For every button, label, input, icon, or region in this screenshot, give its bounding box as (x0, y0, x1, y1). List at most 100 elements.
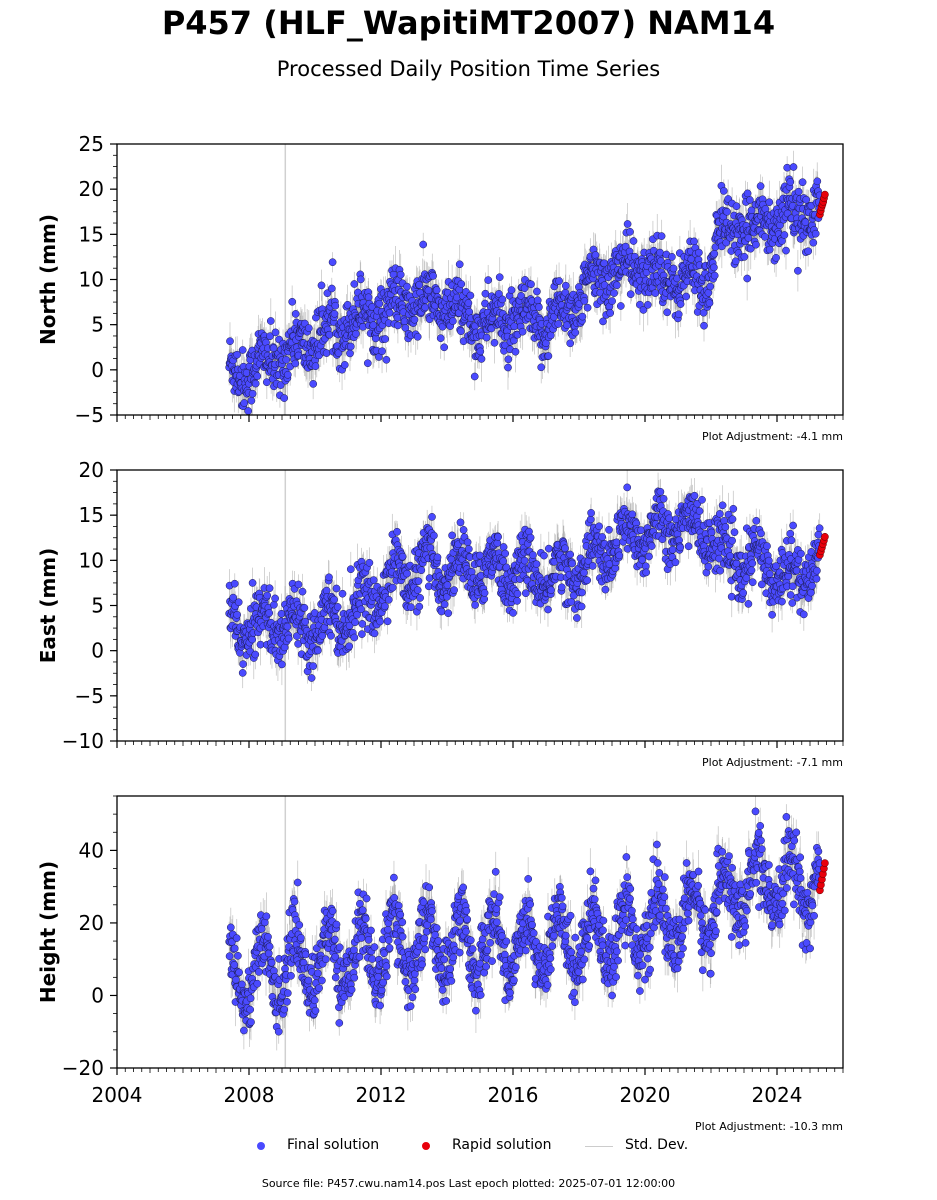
final-point (436, 334, 445, 343)
final-point (802, 195, 811, 204)
final-point (385, 308, 394, 317)
final-point (328, 258, 337, 267)
final-point (358, 630, 366, 638)
final-point (419, 240, 428, 249)
final-point (507, 286, 516, 294)
final-point (331, 301, 340, 310)
final-point (282, 355, 291, 364)
final-point (251, 379, 260, 388)
final-point (566, 339, 575, 348)
final-point (623, 220, 632, 228)
final-point (327, 284, 336, 293)
plot-area (225, 144, 829, 415)
final-point (490, 338, 499, 347)
final-point (466, 291, 475, 300)
final-point (537, 363, 546, 372)
final-point (363, 359, 372, 368)
final-point (346, 342, 355, 351)
final-point (229, 593, 238, 602)
final-point (350, 280, 359, 288)
final-point (266, 317, 275, 325)
final-point (309, 380, 318, 388)
final-point (676, 300, 685, 308)
final-point (706, 282, 715, 291)
stddev-bars (228, 150, 821, 415)
final-point (740, 252, 749, 261)
final-point (262, 378, 271, 387)
final-point (330, 595, 338, 604)
final-point (364, 293, 373, 302)
final-point (424, 286, 433, 295)
chart-title: P457 (HLF_WapitiMT2007) NAM14 (161, 4, 776, 42)
final-point (353, 610, 361, 619)
final-point (300, 603, 309, 612)
final-point (410, 315, 419, 324)
final-point (291, 310, 300, 318)
final-point (239, 660, 247, 668)
plot-adjustment: Plot Adjustment: -4.1 mm (702, 430, 843, 443)
final-point (710, 263, 718, 272)
final-point (323, 289, 332, 298)
final-point (270, 600, 278, 609)
final-point (269, 344, 278, 353)
final-point (690, 237, 698, 246)
final-point (705, 299, 714, 307)
final-point (369, 576, 378, 584)
final-point (511, 347, 520, 356)
final-point (247, 396, 256, 405)
final-point (746, 244, 755, 253)
final-point (357, 605, 365, 614)
plot-area (225, 470, 829, 741)
final-point (789, 163, 798, 171)
final-point (608, 297, 616, 305)
final-point (682, 292, 691, 301)
final-point (327, 631, 335, 640)
final-point (284, 634, 293, 643)
final-point (695, 248, 703, 257)
final-point (358, 620, 367, 628)
final-point (421, 303, 430, 312)
final-point (656, 248, 664, 257)
final-point (794, 266, 802, 275)
final-point (555, 277, 563, 285)
final-point (699, 308, 708, 317)
final-point (804, 247, 813, 256)
final-point (248, 635, 257, 644)
final-point (498, 295, 507, 304)
final-point (396, 270, 405, 279)
final-point (517, 292, 525, 300)
panel-north: −5 0 5 10 15 20 25 North (mm) Plot Adjustment: -… (36, 132, 844, 443)
final-point (561, 281, 570, 290)
final-point (230, 579, 239, 588)
final-point (317, 281, 326, 290)
final-point (365, 558, 374, 567)
y-tick-label: −5 (75, 403, 104, 427)
final-point (786, 178, 795, 186)
final-point (591, 251, 600, 259)
final-point (731, 257, 740, 266)
y-tick-label: 15 (79, 222, 104, 246)
y-tick-label: 25 (79, 132, 104, 156)
final-point (616, 302, 625, 310)
final-point (643, 301, 652, 309)
final-point (375, 299, 384, 308)
final-point (744, 234, 753, 242)
final-point (465, 307, 474, 316)
final-point (477, 355, 486, 363)
final-point (765, 198, 774, 207)
final-point (271, 328, 280, 337)
final-point (413, 332, 422, 341)
final-point (813, 177, 822, 186)
final-point (378, 347, 386, 356)
final-point (293, 632, 301, 640)
final-point (334, 349, 343, 357)
final-point (613, 281, 621, 290)
final-point (571, 328, 580, 337)
final-point (455, 260, 464, 269)
final-point (346, 349, 354, 358)
final-point (356, 275, 365, 284)
y-axis-label: North (mm) (36, 214, 60, 345)
final-point (309, 662, 318, 670)
final-point (746, 196, 754, 204)
